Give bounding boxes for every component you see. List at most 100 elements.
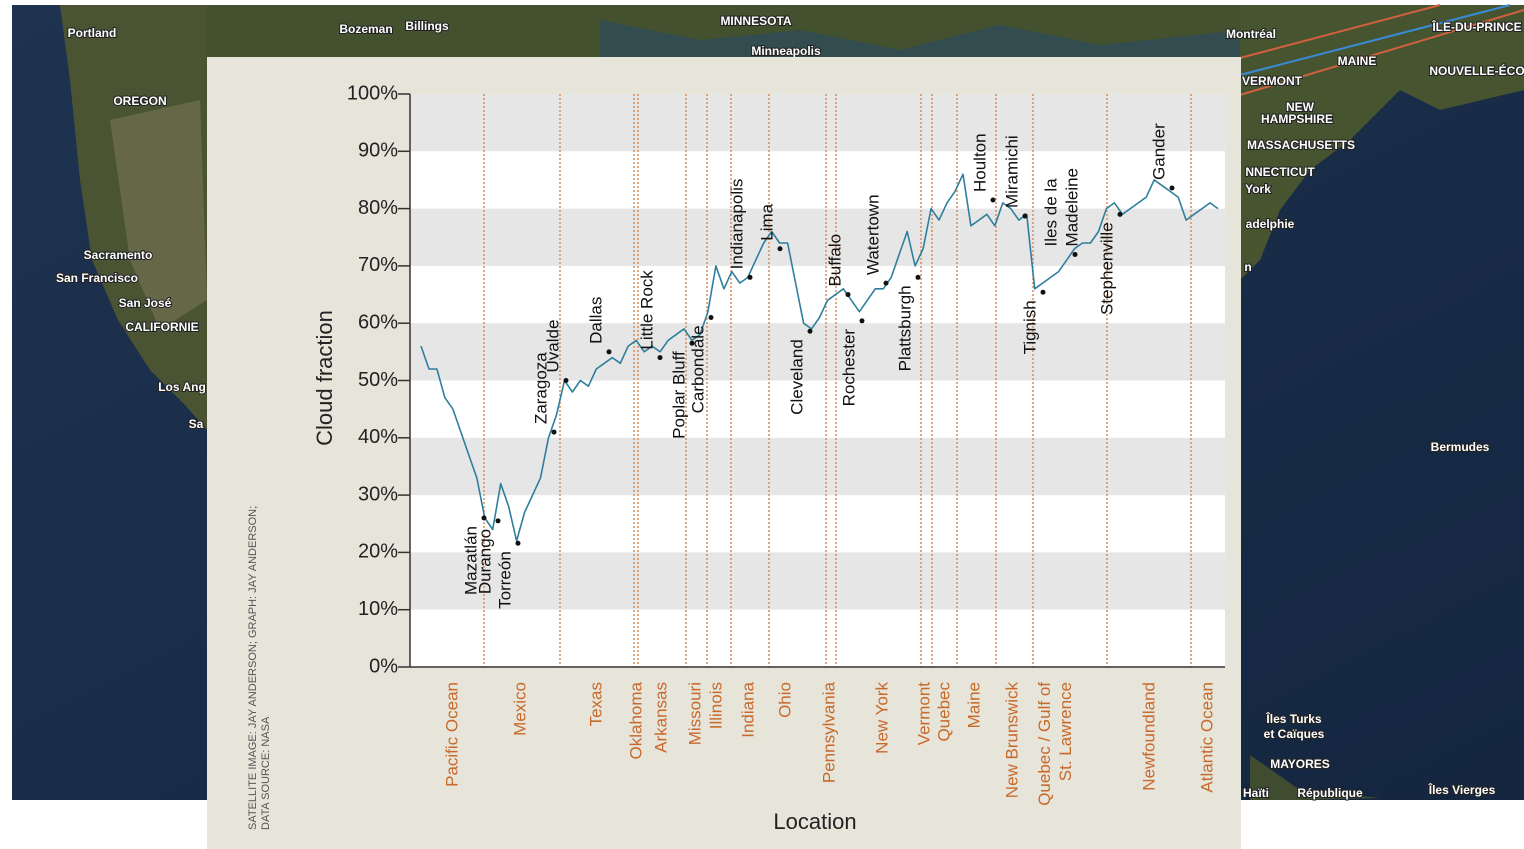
caribbean-land xyxy=(1250,755,1380,800)
region-label: Indiana xyxy=(738,681,757,737)
region-label: Newfoundland xyxy=(1139,682,1158,791)
city-dot xyxy=(563,378,569,383)
region-label: Maine xyxy=(964,682,983,728)
city-label: Carbondale xyxy=(688,325,707,413)
grid-band xyxy=(410,552,1225,610)
eclipse-edge xyxy=(1239,4,1441,59)
region-label: Texas xyxy=(586,682,605,726)
map-label: OREGON xyxy=(113,94,166,108)
city-dot xyxy=(657,355,663,361)
city-dot xyxy=(1022,213,1028,219)
y-tick-label: 20% xyxy=(358,541,398,563)
city-label: Miramichi xyxy=(1002,135,1021,208)
y-tick-label: 0% xyxy=(369,655,398,677)
map-label: San Francisco xyxy=(56,271,138,285)
eclipse-edge xyxy=(1239,9,1524,96)
city-label: Watertown xyxy=(863,194,882,275)
city-dot xyxy=(807,328,813,334)
map-label: Bermudes xyxy=(1431,440,1490,454)
map-label: Billings xyxy=(405,19,449,33)
grid-band xyxy=(410,208,1225,266)
map-label: Îles Vierges xyxy=(1428,782,1496,797)
region-label: Pennsylvania xyxy=(819,681,838,783)
city-dot xyxy=(515,540,521,546)
map-label: Sa xyxy=(189,417,204,431)
map-label: MAYORES xyxy=(1270,757,1330,771)
city-dot xyxy=(495,518,501,524)
map-label: n xyxy=(1244,260,1251,274)
region-label: New York xyxy=(872,682,891,754)
city-dot xyxy=(915,274,921,280)
map-label: Minneapolis xyxy=(751,44,821,58)
city-label: Madeleine xyxy=(1062,168,1081,246)
region-label: Quebec / Gulf of xyxy=(1035,682,1054,806)
region-label: Arkansas xyxy=(651,682,670,753)
grid-band xyxy=(410,437,1225,496)
map-label: Montréal xyxy=(1226,27,1276,41)
map-label: ÎLE-DU-PRINCE xyxy=(1431,19,1521,34)
city-dot xyxy=(606,349,612,355)
region-label: Missouri xyxy=(685,682,704,745)
region-label: Mexico xyxy=(510,682,529,736)
region-label: Ohio xyxy=(775,682,794,718)
map-label: CALIFORNIE xyxy=(125,320,198,334)
y-tick-label: 10% xyxy=(358,598,398,620)
y-tick-label: 50% xyxy=(358,369,398,391)
city-label: Poplar Bluff xyxy=(669,351,688,439)
region-label: Vermont xyxy=(914,682,933,746)
city-label: Mazatlán xyxy=(461,526,480,595)
map-label: NEW xyxy=(1286,100,1315,114)
city-label: Zaragoza xyxy=(531,352,550,424)
grid-band xyxy=(410,94,1225,152)
cloud-line xyxy=(420,173,1219,542)
city-label: Torreón xyxy=(495,551,514,609)
region-label: Quebec xyxy=(934,682,953,742)
city-label: Indianapolis xyxy=(727,179,746,270)
map-label: République xyxy=(1297,786,1363,800)
city-label: Rochester xyxy=(839,329,858,407)
lakes xyxy=(600,20,1242,57)
city-dot xyxy=(481,515,487,521)
map-label: adelphie xyxy=(1246,217,1295,231)
city-dot xyxy=(859,318,865,324)
city-label: Houlton xyxy=(970,133,989,192)
y-tick-label: 90% xyxy=(358,140,398,162)
y-tick-label: 30% xyxy=(358,483,398,505)
y-tick-label: 60% xyxy=(358,311,398,333)
map-label: et Caïques xyxy=(1264,727,1325,741)
map-label: Los Ang xyxy=(158,380,206,394)
region-label: Oklahoma xyxy=(626,681,645,759)
y-tick-label: 80% xyxy=(358,197,398,219)
map-label: York xyxy=(1245,182,1271,196)
eclipse-center xyxy=(1239,4,1511,76)
city-dot xyxy=(777,246,783,252)
map-label: Sacramento xyxy=(84,248,153,262)
city-label: Buffalo xyxy=(825,234,844,287)
region-label: St. Lawrence xyxy=(1056,682,1075,781)
y-tick-label: 70% xyxy=(358,254,398,276)
city-dot xyxy=(1169,185,1175,191)
west-desert xyxy=(110,100,207,330)
city-label: Iles de la xyxy=(1041,178,1060,247)
city-dot xyxy=(747,274,753,280)
city-label: Stephenville xyxy=(1097,222,1116,315)
map-label: Bozeman xyxy=(339,22,392,36)
city-label: Plattsburgh xyxy=(895,285,914,371)
city-label: Lima xyxy=(757,203,776,240)
map-label: MAINE xyxy=(1338,54,1377,68)
map-label: VERMONT xyxy=(1242,74,1303,88)
region-label: Pacific Ocean xyxy=(442,682,461,787)
map-label: Portland xyxy=(68,26,117,40)
city-label: Little Rock xyxy=(637,270,656,350)
city-dot xyxy=(883,280,889,286)
y-axis-title: Cloud fraction xyxy=(312,310,337,446)
city-dot xyxy=(845,292,851,298)
grid-band xyxy=(410,323,1225,381)
x-axis-title: Location xyxy=(773,809,856,834)
city-label: Durango xyxy=(475,529,494,594)
map-label: MINNESOTA xyxy=(720,14,791,28)
y-tick-label: 100% xyxy=(347,82,398,104)
region-label: New Brunswick xyxy=(1002,682,1021,799)
